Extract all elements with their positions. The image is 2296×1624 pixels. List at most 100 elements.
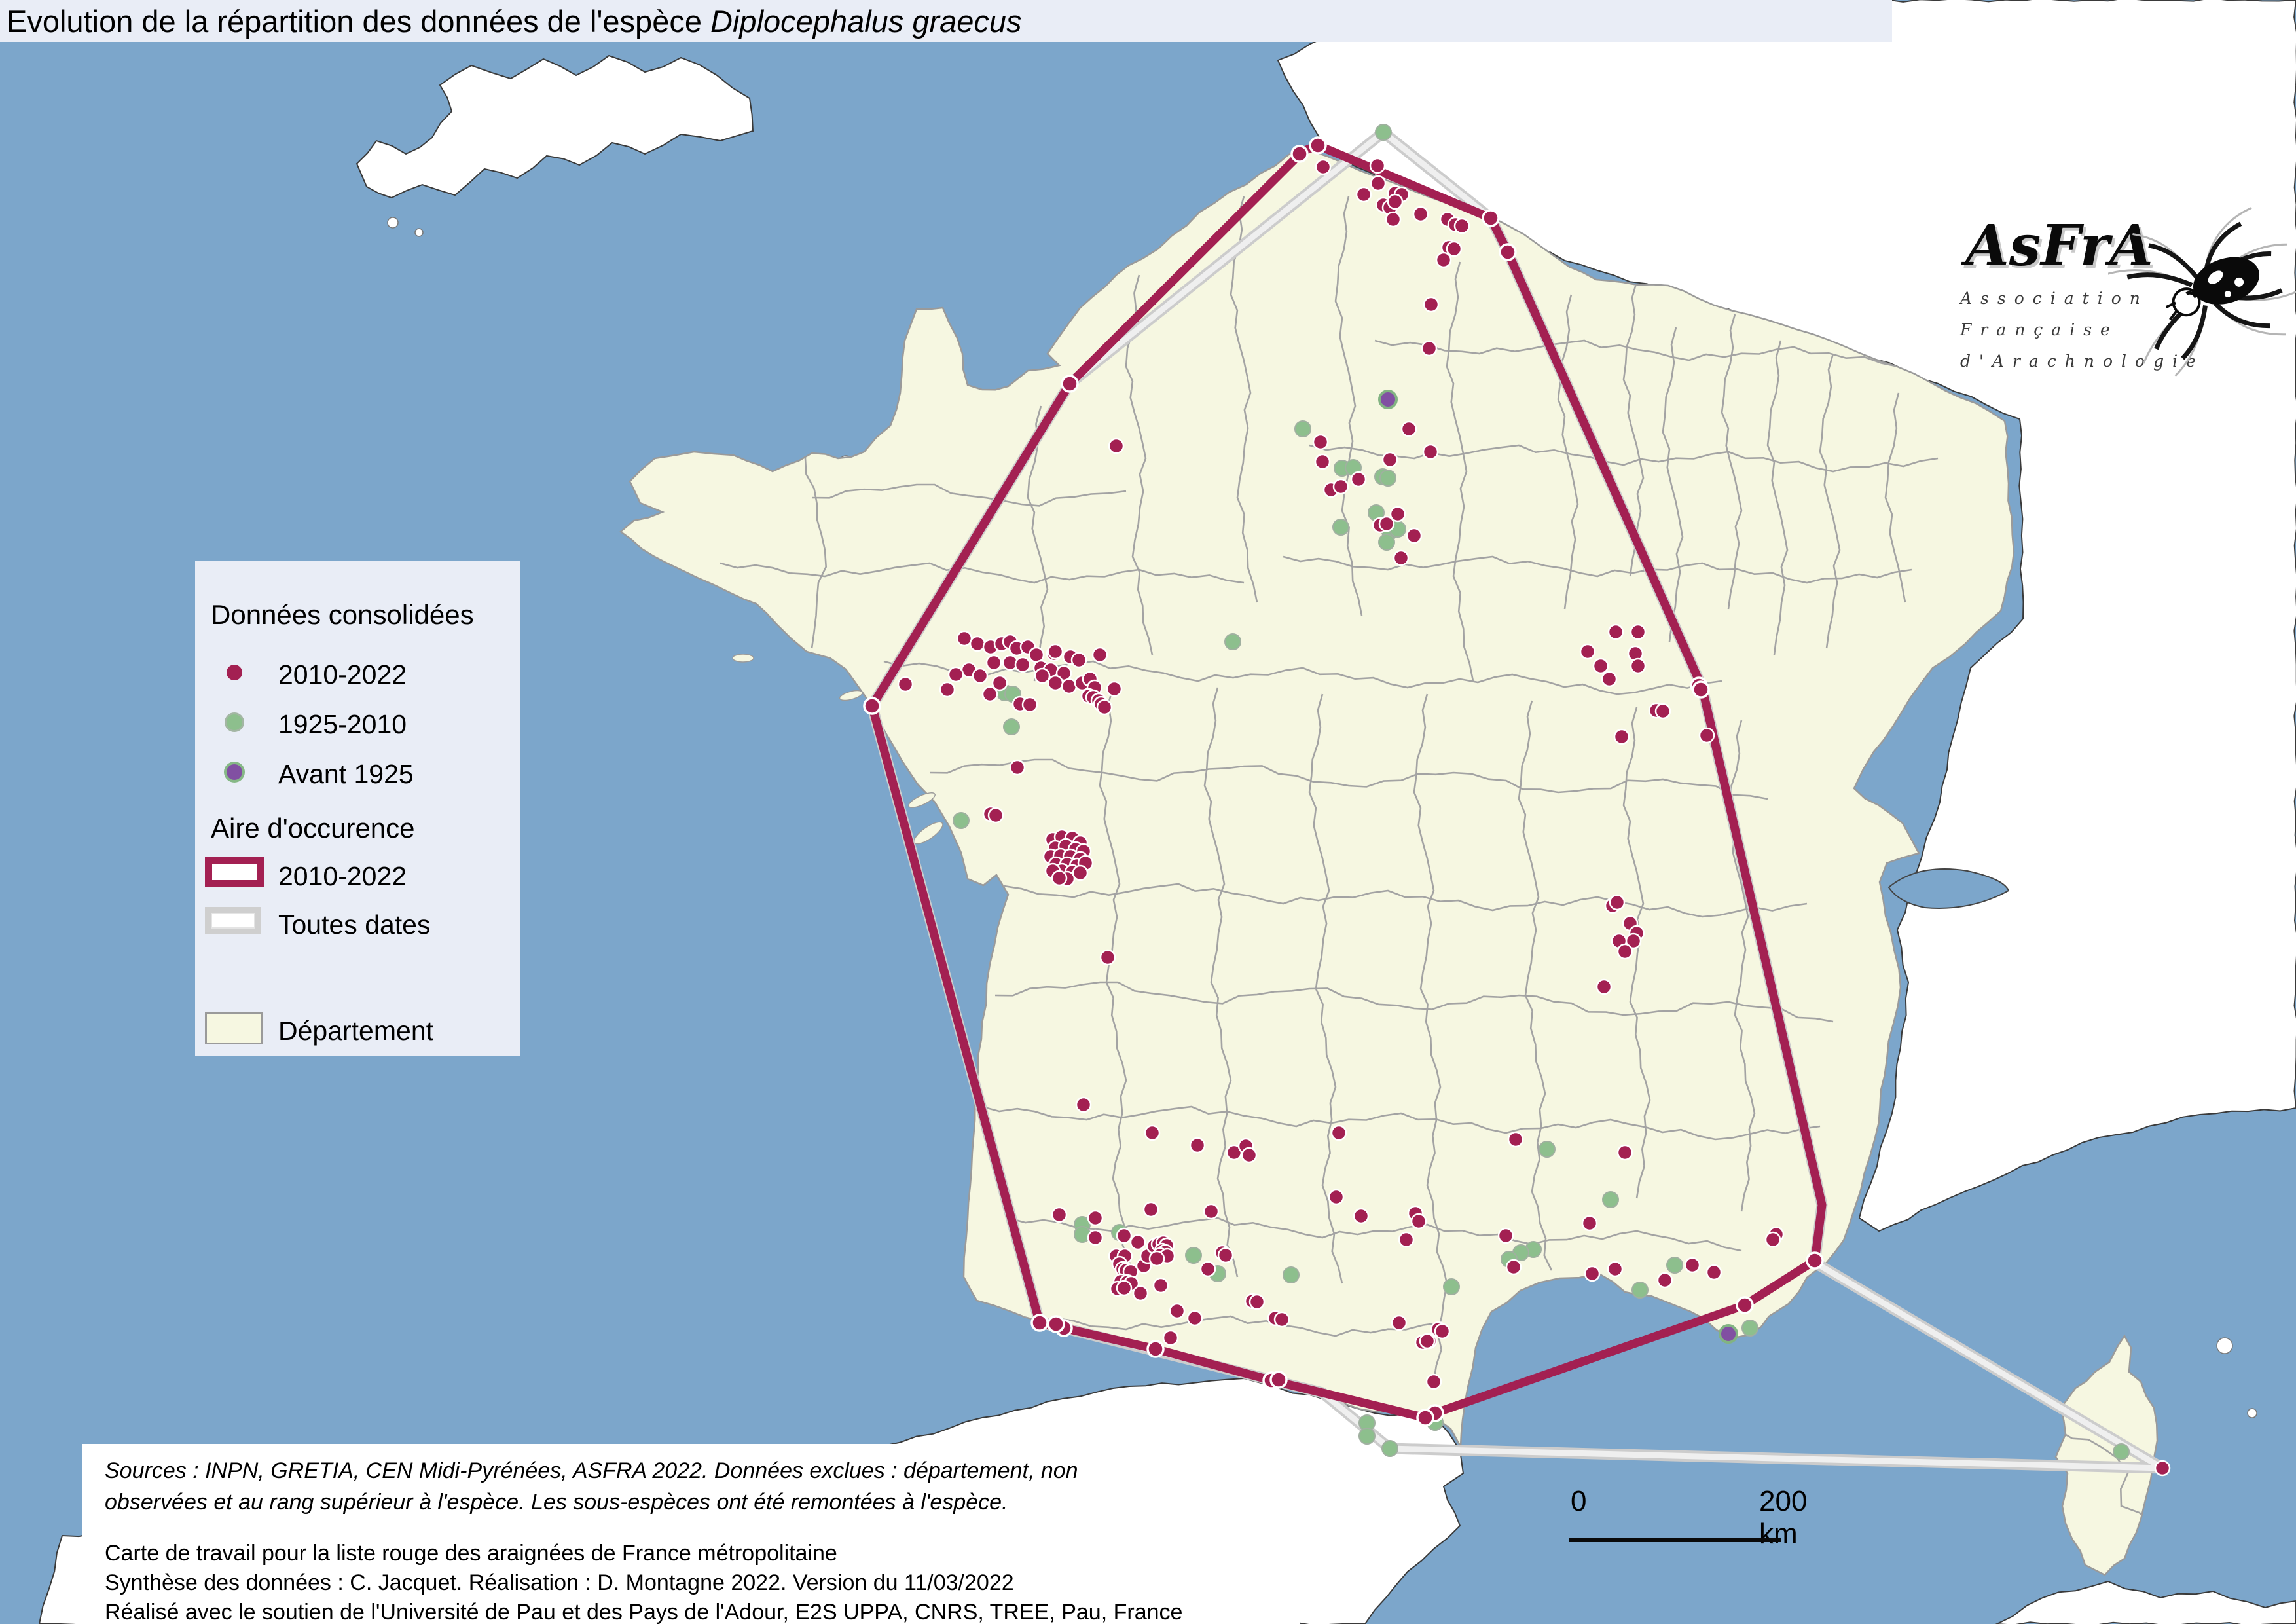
spider-logo-drawing bbox=[2108, 207, 2296, 377]
lake-geneva bbox=[1887, 868, 2010, 909]
point-2010-2022 bbox=[1072, 864, 1089, 881]
point-2010-2022 bbox=[1091, 646, 1108, 663]
point-1925-2010 bbox=[953, 812, 970, 829]
point-2010-2022 bbox=[1332, 478, 1349, 495]
point-2010-2022 bbox=[1446, 240, 1463, 257]
point-2010-2022 bbox=[1330, 1124, 1347, 1141]
legend-label-1925-2010: 1925-2010 bbox=[278, 709, 407, 739]
point-2010-2022 bbox=[1047, 674, 1064, 692]
legend-swatch-departement bbox=[205, 1012, 263, 1044]
point-2010-2022 bbox=[1087, 1209, 1104, 1227]
source-line-2: observées et au rang supérieur à l'espèc… bbox=[105, 1490, 1008, 1515]
department-border bbox=[1622, 707, 1651, 1199]
point-2010-2022 bbox=[897, 676, 914, 693]
point-2010-2022 bbox=[1630, 657, 1647, 674]
point-2010-2022 bbox=[1435, 251, 1452, 268]
hull-vertex-dot bbox=[1309, 136, 1327, 155]
department-border bbox=[929, 758, 1768, 800]
department-border bbox=[1819, 353, 1841, 649]
point-2010-2022 bbox=[1705, 1264, 1722, 1281]
point-1925-2010 bbox=[1539, 1141, 1556, 1158]
point-2010-2022 bbox=[1609, 894, 1626, 911]
point-2010-2022 bbox=[1422, 443, 1439, 460]
point-2010-2022 bbox=[1014, 656, 1031, 673]
point-2010-2022 bbox=[1106, 680, 1123, 697]
point-2010-2022 bbox=[981, 686, 998, 703]
point-2010-2022 bbox=[1108, 437, 1125, 454]
legend-label-departement: Département bbox=[278, 1016, 434, 1046]
credit-line-2: Synthèse des données : C. Jacquet. Réali… bbox=[105, 1570, 1014, 1595]
legend-points-header: Données consolidées bbox=[211, 599, 474, 630]
department-border bbox=[811, 483, 1127, 507]
point-2010-2022 bbox=[969, 635, 986, 652]
asfra-logo-name: AsFrA bbox=[1965, 213, 2153, 279]
legend-swatch-area-2010-2022 bbox=[205, 857, 264, 887]
point-avant-1925 bbox=[1719, 1324, 1738, 1344]
point-2010-2022 bbox=[1507, 1131, 1524, 1148]
page-title: Evolution de la répartition des données … bbox=[7, 3, 1022, 39]
point-2010-2022 bbox=[1393, 549, 1410, 566]
point-1925-2010 bbox=[1666, 1257, 1683, 1274]
hull-vertex-dot bbox=[1499, 243, 1517, 261]
department-border bbox=[1021, 1315, 1441, 1337]
scale-bar: 0 200 km bbox=[1565, 1481, 1853, 1553]
asfra-logo-line2: Française bbox=[1960, 320, 2119, 339]
point-2010-2022 bbox=[1497, 1227, 1514, 1244]
small-island bbox=[2216, 1337, 2233, 1354]
legend-label-2010-2022: 2010-2022 bbox=[278, 659, 407, 690]
source-notes-box: Sources : INPN, GRETIA, CEN Midi-Pyrénée… bbox=[82, 1444, 1300, 1624]
point-2010-2022 bbox=[1355, 186, 1372, 203]
department-border bbox=[1884, 392, 1906, 603]
department-border bbox=[1008, 1217, 1742, 1252]
data-points-layer bbox=[863, 124, 2171, 1477]
hull-vertex-dot bbox=[1030, 1314, 1049, 1332]
department-border bbox=[720, 562, 1245, 584]
point-2010-2022 bbox=[1021, 696, 1038, 713]
hull-vertex-dot bbox=[1290, 145, 1309, 163]
point-1925-2010 bbox=[1602, 1191, 1619, 1208]
point-2010-2022 bbox=[1581, 1215, 1598, 1232]
legend-dot-2010-2022 bbox=[227, 665, 242, 680]
point-2010-2022 bbox=[1096, 699, 1113, 716]
hull-vertex-dot bbox=[1736, 1296, 1754, 1314]
england-shape bbox=[355, 54, 754, 199]
department-border bbox=[1230, 196, 1258, 603]
point-1925-2010 bbox=[1375, 124, 1392, 141]
point-1925-2010 bbox=[1443, 1278, 1460, 1295]
legend-swatch-area-toutes-dates bbox=[205, 907, 261, 934]
department-borders-layer bbox=[720, 196, 2155, 1526]
small-island bbox=[387, 217, 399, 229]
department-border bbox=[1283, 555, 1912, 584]
point-2010-2022 bbox=[1087, 1229, 1104, 1246]
point-2010-2022 bbox=[1764, 1231, 1781, 1248]
point-2010-2022 bbox=[1607, 1261, 1624, 1278]
point-2010-2022 bbox=[956, 630, 973, 647]
point-1925-2010 bbox=[1283, 1266, 1300, 1283]
point-2010-2022 bbox=[1186, 1310, 1203, 1327]
hull-vertex-dot bbox=[1047, 1315, 1065, 1333]
sardinia-shape bbox=[1995, 1580, 2296, 1624]
point-2010-2022 bbox=[1070, 652, 1087, 669]
legend-dot-avant-1925 bbox=[227, 764, 242, 780]
department-border bbox=[1518, 700, 1553, 1271]
point-2010-2022 bbox=[1203, 1203, 1220, 1220]
point-2010-2022 bbox=[939, 681, 956, 698]
department-border bbox=[968, 883, 1808, 918]
point-2010-2022 bbox=[1152, 1277, 1169, 1294]
point-2010-2022 bbox=[1148, 1250, 1165, 1267]
point-2010-2022 bbox=[1434, 1323, 1451, 1340]
point-2010-2022 bbox=[1423, 296, 1440, 313]
coastal-island bbox=[839, 690, 864, 701]
coastal-island bbox=[908, 792, 936, 809]
point-2010-2022 bbox=[1144, 1124, 1161, 1141]
title-bar: Evolution de la répartition des données … bbox=[0, 0, 1892, 42]
legend: Données consolidées 2010-2022 1925-2010 … bbox=[195, 561, 520, 1056]
point-1925-2010 bbox=[1379, 470, 1396, 487]
point-2010-2022 bbox=[1412, 206, 1429, 223]
point-2010-2022 bbox=[1369, 157, 1386, 174]
scale-end-label: 200 km bbox=[1759, 1485, 1808, 1550]
legend-area-header: Aire d'occurence bbox=[211, 813, 415, 843]
point-2010-2022 bbox=[1129, 1234, 1146, 1251]
legend-label-avant-1925: Avant 1925 bbox=[278, 759, 414, 789]
hull-vertex-dot bbox=[1416, 1409, 1434, 1427]
